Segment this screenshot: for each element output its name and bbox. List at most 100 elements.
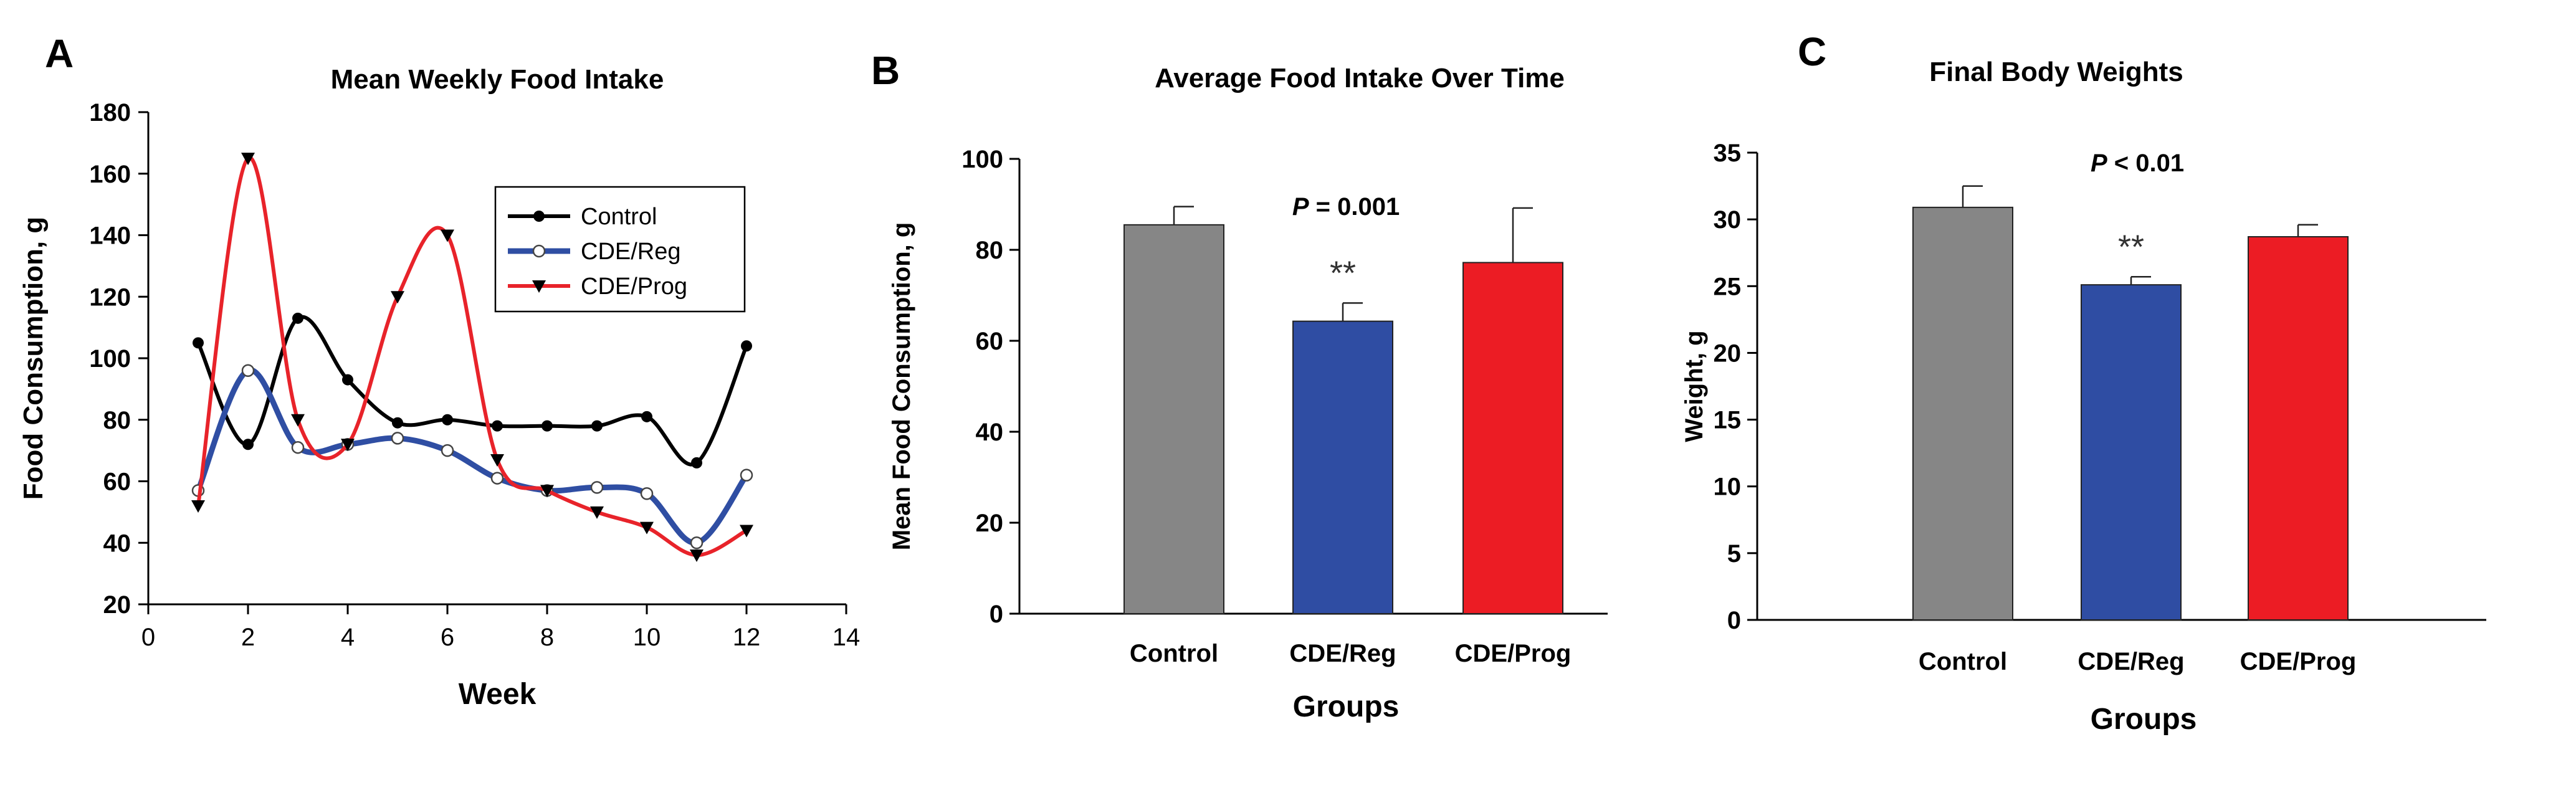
p-value-symbol: P [2091, 150, 2107, 177]
y-tick-label: 80 [103, 407, 131, 434]
legend-marker [532, 244, 546, 258]
significance-mark: ** [1330, 254, 1356, 292]
p-value-annotation: P < 0.01 [2091, 150, 2184, 177]
legend-marker [532, 280, 546, 293]
bar-group-cde-prog: CDE/Prog [1455, 207, 1572, 667]
category-label-cde-prog: CDE/Prog [2240, 648, 2357, 675]
data-point-cde-prog-week-8 [540, 485, 554, 498]
data-point-cde-reg-week-10 [640, 487, 654, 500]
y-tick-label: 25 [1714, 273, 1742, 300]
y-tick-label: 120 [89, 283, 131, 311]
x-tick-label: 2 [241, 624, 255, 651]
data-point-control-week-6 [442, 414, 453, 426]
series-control [193, 312, 752, 469]
x-tick-label: 6 [441, 624, 454, 651]
y-tick-label: 100 [89, 345, 131, 373]
panel-letter: B [871, 48, 900, 93]
panel-letter: C [1798, 29, 1826, 74]
bar-group-control: Control [1123, 206, 1224, 667]
data-point-cde-reg-week-6 [441, 444, 454, 457]
p-value-text: = 0.001 [1309, 193, 1400, 221]
y-tick-label: 0 [1727, 607, 1741, 634]
data-point-cde-prog-week-6 [441, 229, 454, 242]
category-label-cde-reg: CDE/Reg [1289, 640, 1396, 667]
y-tick-label: 80 [976, 237, 1004, 264]
x-axis-label: Groups [1293, 690, 1400, 723]
category-label-control: Control [1919, 648, 2007, 675]
y-tick-label: 60 [103, 469, 131, 496]
data-point-cde-reg-week-2 [241, 364, 255, 377]
data-point-control-week-1 [193, 337, 204, 349]
data-point-cde-prog-week-3 [291, 414, 305, 427]
x-axis-label: Week [459, 678, 537, 711]
bar-cde-prog [1462, 262, 1563, 614]
legend-entry-cde-reg: CDE/Reg [508, 239, 681, 265]
data-point-cde-prog-week-1 [191, 500, 205, 513]
data-point-control-week-5 [392, 417, 403, 429]
data-point-control-week-8 [541, 420, 553, 432]
y-tick-label: 15 [1714, 407, 1742, 434]
data-point-cde-reg-week-5 [391, 432, 404, 445]
series-cde-prog [191, 153, 753, 562]
bar-control [1123, 224, 1224, 615]
bar-group-control: Control [1912, 185, 2013, 675]
x-tick-label: 10 [633, 624, 661, 651]
y-tick-label: 140 [89, 222, 131, 250]
panel-c-bar-chart: C Final Body Weights 0 5 10 15 20 25 30 35 Control… [1681, 29, 2486, 736]
category-label-cde-reg: CDE/Reg [2077, 648, 2184, 675]
bar-cde-reg [1292, 320, 1393, 614]
data-point-control-week-10 [641, 411, 652, 422]
data-point-control-week-12 [741, 340, 752, 352]
panel-b-bar-chart: B Average Food Intake Over Time 0 20 40 60 80 1… [871, 48, 1608, 723]
y-tick-label: 20 [103, 591, 131, 619]
bar-control [1912, 206, 2013, 621]
bar-cde-reg [2081, 284, 2182, 621]
data-point-cde-reg-week-12 [740, 469, 753, 482]
legend-entry-cde-prog: CDE/Prog [508, 274, 687, 300]
bar-group-cde-reg: CDE/Reg ** [2077, 228, 2184, 675]
y-axis-label: Food Consumption, g [18, 217, 49, 500]
x-tick-label: 12 [733, 624, 761, 651]
data-point-cde-prog-week-11 [690, 550, 704, 562]
legend-label: CDE/Reg [581, 239, 681, 265]
chart-title: Mean Weekly Food Intake [331, 64, 664, 95]
y-tick-label: 20 [1714, 340, 1742, 367]
data-point-cde-prog-week-7 [490, 454, 504, 467]
legend-marker [533, 211, 545, 222]
y-tick-label: 180 [89, 99, 131, 126]
data-point-control-week-11 [691, 457, 702, 469]
data-point-cde-prog-week-2 [241, 153, 255, 166]
data-point-control-week-7 [492, 420, 503, 432]
y-tick-label: 0 [990, 601, 1003, 628]
y-tick-label: 60 [976, 328, 1004, 355]
y-tick-label: 30 [1714, 206, 1742, 234]
data-point-cde-reg-week-11 [690, 536, 704, 550]
p-value-symbol: P [1292, 193, 1309, 221]
y-tick-label: 35 [1714, 140, 1742, 167]
data-point-cde-reg-week-3 [291, 440, 305, 454]
y-tick-label: 40 [976, 419, 1004, 446]
series-line-cde-prog [196, 156, 748, 558]
data-point-control-week-4 [342, 374, 353, 386]
legend-entry-control: Control [508, 204, 657, 230]
x-tick-label: 4 [341, 624, 355, 651]
data-point-cde-prog-week-5 [391, 291, 404, 304]
y-tick-label: 20 [976, 510, 1004, 537]
series-cde-reg [191, 364, 753, 550]
data-point-cde-prog-week-4 [341, 439, 355, 452]
data-point-cde-prog-week-10 [640, 521, 654, 535]
p-value-annotation: P = 0.001 [1292, 193, 1400, 221]
data-point-control-week-9 [591, 420, 603, 432]
category-label-control: Control [1130, 640, 1218, 667]
legend: Control CDE/Reg CDE/Prog [494, 186, 746, 313]
category-label-cde-prog: CDE/Prog [1455, 640, 1572, 667]
data-point-cde-reg-week-7 [490, 472, 504, 485]
significance-mark: ** [2118, 228, 2144, 265]
series-line-cde-reg [195, 367, 749, 546]
p-value-text: < 0.01 [2107, 150, 2184, 177]
chart-title: Final Body Weights [1929, 57, 2183, 87]
data-point-cde-reg-week-9 [590, 481, 604, 494]
legend-label: Control [581, 204, 657, 230]
